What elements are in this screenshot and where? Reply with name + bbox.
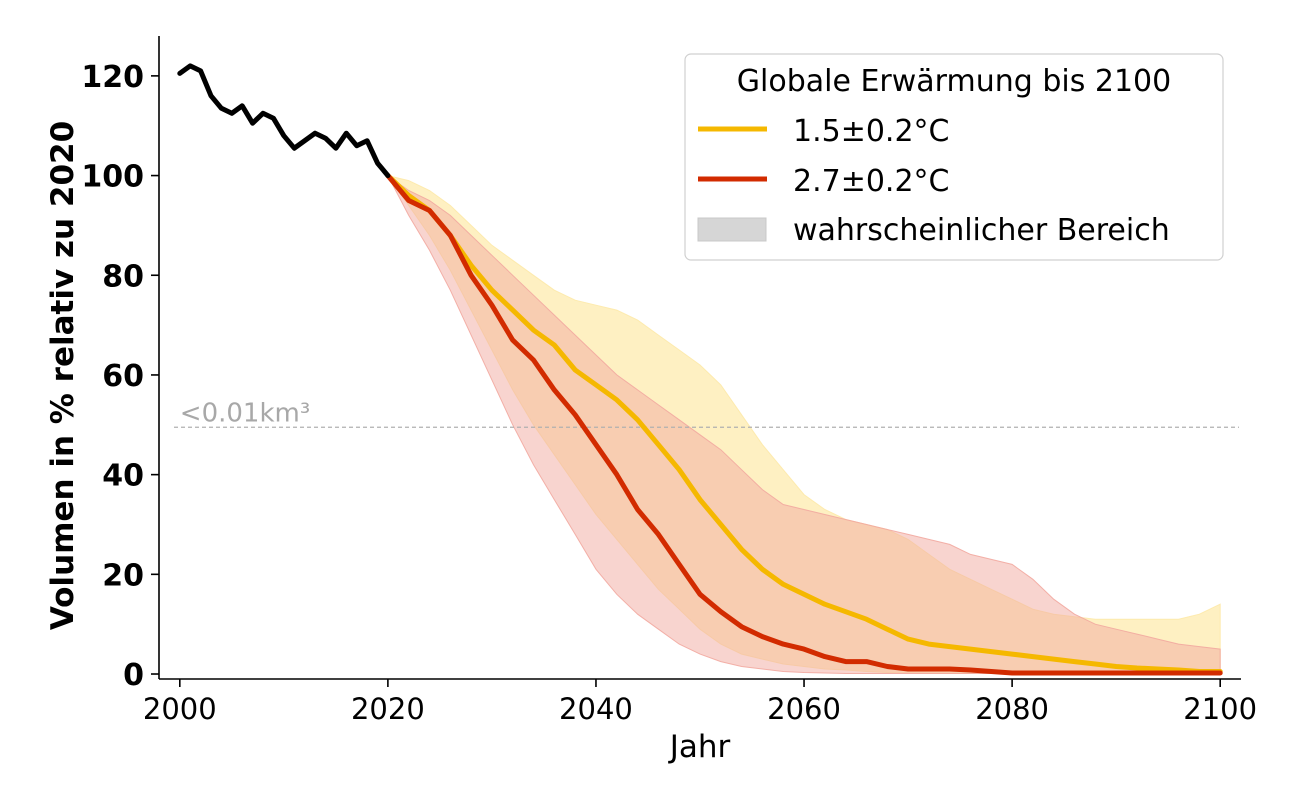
band-2-7	[387, 175, 1221, 674]
legend-label-1-5: 1.5±0.2°C	[793, 114, 950, 149]
y-tick-label: 40	[102, 459, 144, 494]
x-tick-label: 2060	[767, 692, 841, 726]
y-axis-title: Volumen in % relativ zu 2020	[45, 121, 81, 630]
series-lines	[177, 63, 1223, 676]
y-tick-label: 80	[102, 259, 144, 294]
x-tick-label: 2100	[1183, 692, 1257, 726]
x-axis-title: Jahr	[668, 729, 731, 765]
y-tick-label: 100	[81, 160, 144, 195]
y-tick-label: 20	[102, 558, 144, 593]
legend-label-range: wahrscheinlicher Bereich	[793, 213, 1170, 248]
threshold-label: <0.01km³	[180, 398, 310, 428]
legend-label-2-7: 2.7±0.2°C	[793, 164, 950, 199]
legend: Globale Erwärmung bis 2100 1.5±0.2°C 2.7…	[684, 53, 1224, 261]
legend-title: Globale Erwärmung bis 2100	[737, 64, 1171, 99]
x-tick-label: 2020	[351, 692, 425, 726]
threshold-group: <0.01km³	[174, 398, 1239, 428]
legend-swatch-range	[697, 217, 767, 242]
axes: 2000 2020 2040 2060 2080 2100 020406080100120…	[45, 36, 1257, 765]
line-2-7	[385, 173, 1223, 676]
line-1-5	[385, 173, 1223, 674]
y-ticks: 0 20 40 60 80 100 120	[81, 60, 159, 693]
x-ticks: 2000 2020 2040 2060 2080 2100	[143, 679, 1257, 726]
y-tick-label: 0	[123, 658, 144, 693]
y-tick-label: 60	[102, 359, 144, 394]
uncertainty-bands	[386, 174, 1221, 674]
x-tick-label: 2040	[559, 692, 633, 726]
legend-box	[684, 53, 1224, 261]
y-tick-label: 120	[81, 60, 144, 95]
x-tick-label: 2080	[975, 692, 1049, 726]
line-observed	[177, 63, 391, 179]
x-tick-label: 2000	[143, 692, 217, 726]
